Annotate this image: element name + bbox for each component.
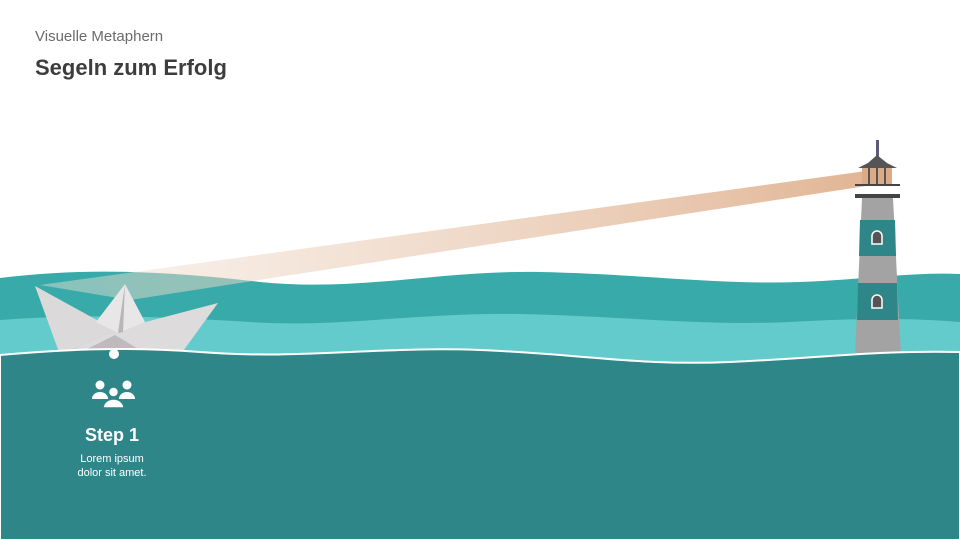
light-beam xyxy=(40,171,866,300)
step-description: Lorem ipsum dolor sit amet. xyxy=(52,452,172,480)
step-text-line: dolor sit amet. xyxy=(77,467,147,479)
lighthouse xyxy=(855,140,901,356)
window xyxy=(871,230,883,245)
window xyxy=(871,294,883,309)
page-title: Segeln zum Erfolg xyxy=(35,55,227,80)
wave-front xyxy=(0,348,960,540)
step-title: Step 1 xyxy=(84,425,140,445)
step-marker xyxy=(109,349,119,359)
people-group-icon xyxy=(92,380,135,409)
step-text-line: Lorem ipsum xyxy=(80,453,144,465)
subtitle: Visuelle Metaphern xyxy=(35,28,164,45)
